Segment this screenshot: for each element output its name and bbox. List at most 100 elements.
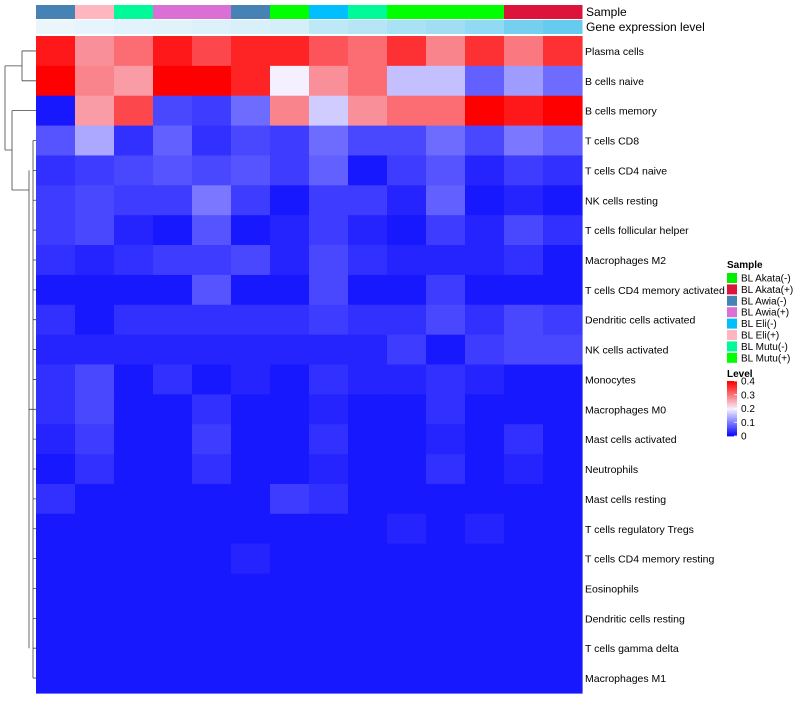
expression-annotation-cell (231, 20, 271, 34)
heatmap-cell (387, 483, 427, 515)
heatmap-cell (36, 663, 76, 694)
heatmap-cell (192, 483, 232, 515)
heatmap-cell (309, 364, 349, 395)
heatmap-cell (270, 274, 310, 306)
heatmap-cell (270, 334, 310, 366)
heatmap-cell (504, 245, 544, 276)
heatmap-cell (36, 394, 76, 425)
heatmap-cell (75, 394, 115, 425)
level-colorbar-segment (727, 398, 737, 401)
expression-annotation-cell (387, 20, 427, 34)
heatmap-cell (153, 454, 193, 485)
heatmap-cell (270, 603, 310, 634)
heatmap-cell (465, 364, 505, 395)
heatmap-cell (270, 454, 310, 485)
heatmap-cell (36, 483, 76, 515)
heatmap-cell (465, 185, 505, 216)
heatmap-cell (36, 65, 76, 97)
heatmap-cell (309, 543, 349, 575)
heatmap-cell (543, 65, 583, 97)
expression-annotation-cell (75, 20, 115, 34)
heatmap-cell (387, 274, 427, 306)
level-colorbar-segment (727, 386, 737, 389)
heatmap-cell (504, 394, 544, 425)
level-colorbar-segment (727, 433, 737, 436)
heatmap-cell (36, 274, 76, 306)
heatmap-cell (75, 633, 115, 664)
heatmap-cell (348, 394, 388, 425)
level-colorbar-segment (727, 389, 737, 392)
heatmap-cell (348, 334, 388, 366)
heatmap-cell (543, 364, 583, 395)
heatmap-cell (504, 633, 544, 664)
heatmap-cell (309, 95, 349, 127)
heatmap-cell (192, 185, 232, 216)
heatmap-cell (504, 364, 544, 395)
sample-legend-swatch (727, 307, 737, 318)
heatmap-cell (348, 603, 388, 634)
heatmap-cell (465, 36, 505, 67)
heatmap-cell (75, 274, 115, 306)
heatmap-cell (270, 543, 310, 575)
heatmap-cell (348, 364, 388, 395)
heatmap-cell (270, 185, 310, 216)
sample-legend-label: BL Eli(-) (741, 319, 777, 330)
heatmap-cell (75, 304, 115, 336)
level-colorbar-segment (727, 409, 737, 412)
sample-legend-label: BL Awia(-) (741, 296, 787, 307)
heatmap-cell (114, 304, 154, 336)
heatmap-cell (231, 633, 271, 664)
heatmap-cell (504, 155, 544, 186)
heatmap-cell (270, 125, 310, 157)
heatmap-cell (465, 65, 505, 97)
heatmap-cell (75, 185, 115, 216)
heatmap-cell (192, 543, 232, 575)
heatmap-cell (192, 125, 232, 157)
level-colorbar-segment (727, 407, 737, 409)
heatmap-cell (114, 274, 154, 306)
heatmap-cell (36, 573, 76, 605)
heatmap-cell (465, 663, 505, 694)
heatmap-cell (348, 245, 388, 276)
heatmap-cell (231, 394, 271, 425)
heatmap-cell (465, 95, 505, 127)
expression-annotation-cell (36, 20, 76, 34)
heatmap-cell (348, 663, 388, 694)
heatmap-cell (504, 274, 544, 306)
heatmap-cell (543, 215, 583, 246)
heatmap-cell (114, 573, 154, 605)
row-label: T cells follicular helper (585, 225, 689, 237)
heatmap-cell (465, 304, 505, 336)
heatmap-cell (504, 215, 544, 246)
heatmap-cell (114, 483, 154, 515)
sample-annotation-cell (75, 5, 115, 19)
heatmap-cell (192, 304, 232, 336)
heatmap-cell (231, 483, 271, 515)
heatmap-cell (114, 633, 154, 664)
heatmap-cell (153, 95, 193, 127)
row-label: T cells gamma delta (585, 643, 679, 655)
heatmap-cell (75, 424, 115, 455)
level-colorbar-segment (727, 426, 737, 429)
heatmap-cell (309, 394, 349, 425)
heatmap-cell (426, 36, 466, 67)
heatmap-cell (153, 274, 193, 306)
level-colorbar-segment (727, 401, 737, 404)
heatmap-cell (153, 424, 193, 455)
heatmap-cell (75, 95, 115, 127)
heatmap-cell (309, 125, 349, 157)
heatmap-cell (114, 513, 154, 545)
heatmap-cell (270, 215, 310, 246)
heatmap-cell (114, 185, 154, 216)
heatmap-cell (504, 424, 544, 455)
level-colorbar-segment (727, 434, 737, 437)
sample-annotation-cell (348, 5, 388, 19)
level-colorbar-segment (727, 396, 737, 398)
level-tick-label: 0.2 (741, 404, 755, 415)
heatmap-cell (426, 304, 466, 336)
heatmap-cell (543, 125, 583, 157)
heatmap-cell (114, 364, 154, 395)
heatmap-cell (543, 155, 583, 186)
heatmap-cell (309, 334, 349, 366)
heatmap-cell (348, 65, 388, 97)
